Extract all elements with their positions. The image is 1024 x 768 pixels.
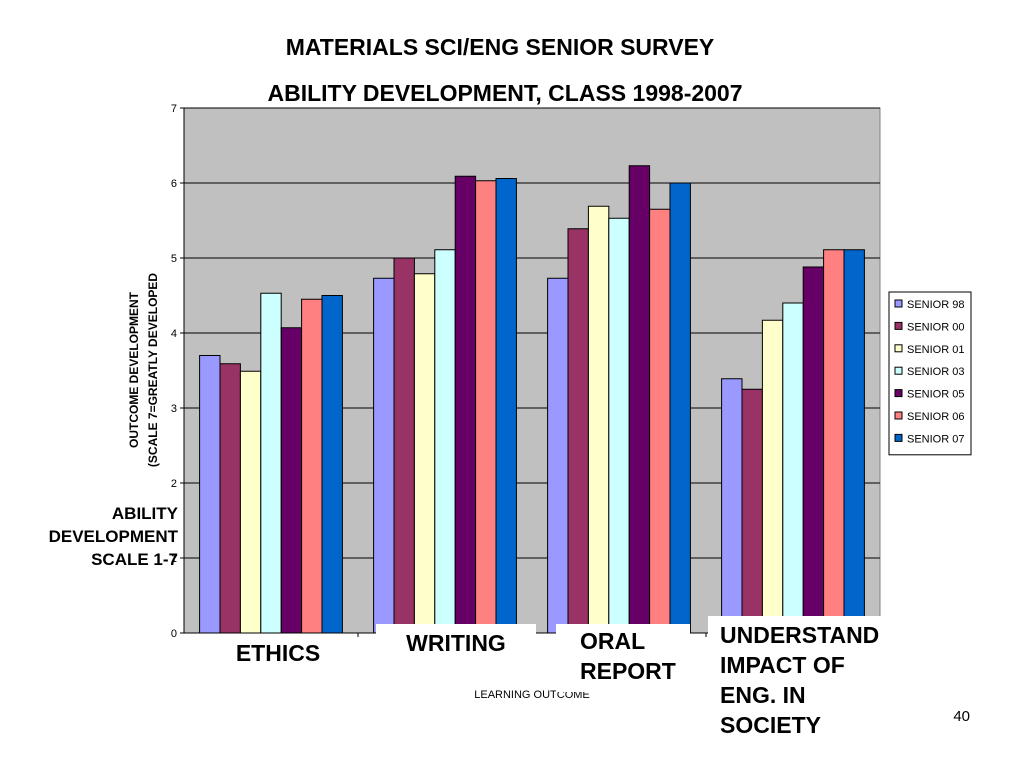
bar [219, 363, 241, 634]
bar [280, 327, 303, 634]
y-tick-label: 2 [171, 478, 177, 490]
legend-swatch [894, 344, 903, 353]
bar [628, 165, 651, 634]
bar [669, 182, 691, 634]
impact-label-line1: UNDERSTAND [720, 622, 880, 648]
y-tick-label: 7 [171, 103, 177, 115]
bar [843, 249, 865, 634]
y-tick-label: 5 [171, 253, 177, 265]
bar [454, 175, 477, 634]
impact-label-line4: SOCIETY [720, 712, 821, 738]
bar [547, 277, 569, 634]
legend-swatch [894, 389, 903, 398]
legend-swatch [894, 366, 903, 375]
bar [321, 295, 343, 634]
y-tick-label: 4 [171, 328, 177, 340]
bar [782, 302, 804, 634]
bar [413, 273, 436, 634]
bar [301, 298, 323, 634]
impact-label-line3: ENG. IN [720, 682, 806, 708]
y-tick-label: 0 [171, 628, 177, 640]
ethics-label: ETHICS [235, 640, 321, 666]
oral-report-label-box: ORAL REPORT [556, 624, 690, 692]
legend-swatch [894, 299, 903, 308]
bar [823, 249, 845, 634]
scale-note-line1: ABILITY [111, 504, 178, 523]
legend-label: SENIOR 05 [907, 389, 964, 401]
y-tick-label: 3 [171, 403, 177, 415]
bar [802, 266, 825, 634]
page-number: 40 [953, 708, 970, 725]
oral-label-line2: REPORT [580, 658, 676, 684]
bar [393, 257, 415, 634]
scale-note-line3: SCALE 1-7 [91, 550, 178, 569]
bar [373, 277, 395, 634]
bar [239, 370, 262, 634]
impact-label-box: UNDERSTAND IMPACT OF ENG. IN SOCIETY [708, 616, 924, 746]
bar [260, 292, 282, 634]
bar [434, 249, 456, 634]
legend-swatch [894, 321, 903, 330]
legend-label: SENIOR 03 [907, 366, 964, 378]
writing-label: WRITING [406, 630, 506, 656]
legend-label: SENIOR 00 [907, 321, 964, 333]
oral-label-line1: ORAL [580, 628, 646, 654]
bar [495, 178, 517, 634]
bar [761, 319, 784, 634]
bar [199, 355, 221, 634]
legend-swatch [894, 411, 903, 420]
bar [721, 378, 743, 634]
bar [608, 217, 630, 634]
x-axis-label: LEARNING OUTCOME [474, 689, 590, 701]
writing-label-box: WRITING [376, 624, 536, 664]
bar [567, 228, 589, 634]
legend-box [888, 291, 972, 456]
scale-note: ABILITY DEVELOPMENT SCALE 1-7 [0, 502, 178, 571]
legend-label: SENIOR 06 [907, 411, 964, 423]
bar [475, 180, 497, 634]
y-axis-label-line2: (SCALE 7=GREATLY DEVELOPED [146, 273, 160, 467]
bar [587, 205, 610, 634]
y-tick-label: 6 [171, 178, 177, 190]
chart-title-line2: ABILITY DEVELOPMENT, CLASS 1998-2007 [267, 80, 743, 106]
legend: SENIOR 98 SENIOR 00 SENIOR 01 SENIOR 03 SENI… [888, 291, 972, 456]
legend-swatch [894, 433, 903, 442]
chart-title-line1: MATERIALS SCI/ENG SENIOR SURVEY [285, 34, 715, 60]
ethics-label-box: ETHICS [214, 634, 342, 674]
legend-label: SENIOR 07 [907, 433, 964, 445]
y-tick-label: 1 [171, 553, 177, 565]
bars [199, 165, 865, 634]
bar [649, 208, 671, 634]
impact-label-line2: IMPACT OF [720, 652, 845, 678]
scale-note-line2: DEVELOPMENT [48, 527, 178, 546]
bar [741, 388, 763, 634]
y-axis-label-line1: OUTCOME DEVELOPMENT [127, 291, 141, 448]
legend-label: SENIOR 98 [907, 299, 964, 311]
legend-label: SENIOR 01 [907, 344, 964, 356]
